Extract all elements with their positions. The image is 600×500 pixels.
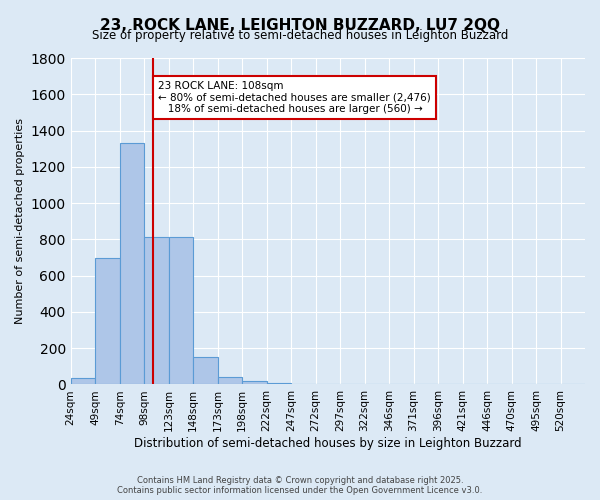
Bar [218, 377, 242, 384]
Text: 23 ROCK LANE: 108sqm
← 80% of semi-detached houses are smaller (2,476)
   18% of: 23 ROCK LANE: 108sqm ← 80% of semi-detac… [158, 81, 431, 114]
Bar [95, 258, 119, 384]
Text: Contains HM Land Registry data © Crown copyright and database right 2025.
Contai: Contains HM Land Registry data © Crown c… [118, 476, 482, 495]
Bar [169, 236, 193, 384]
Text: 23, ROCK LANE, LEIGHTON BUZZARD, LU7 2QQ: 23, ROCK LANE, LEIGHTON BUZZARD, LU7 2QQ [100, 18, 500, 32]
Bar [71, 378, 95, 384]
X-axis label: Distribution of semi-detached houses by size in Leighton Buzzard: Distribution of semi-detached houses by … [134, 437, 521, 450]
Bar [242, 381, 266, 384]
Bar [193, 358, 218, 384]
Y-axis label: Number of semi-detached properties: Number of semi-detached properties [15, 118, 25, 324]
Bar [266, 382, 291, 384]
Text: Size of property relative to semi-detached houses in Leighton Buzzard: Size of property relative to semi-detach… [92, 29, 508, 42]
Bar [119, 143, 144, 384]
Bar [144, 236, 169, 384]
